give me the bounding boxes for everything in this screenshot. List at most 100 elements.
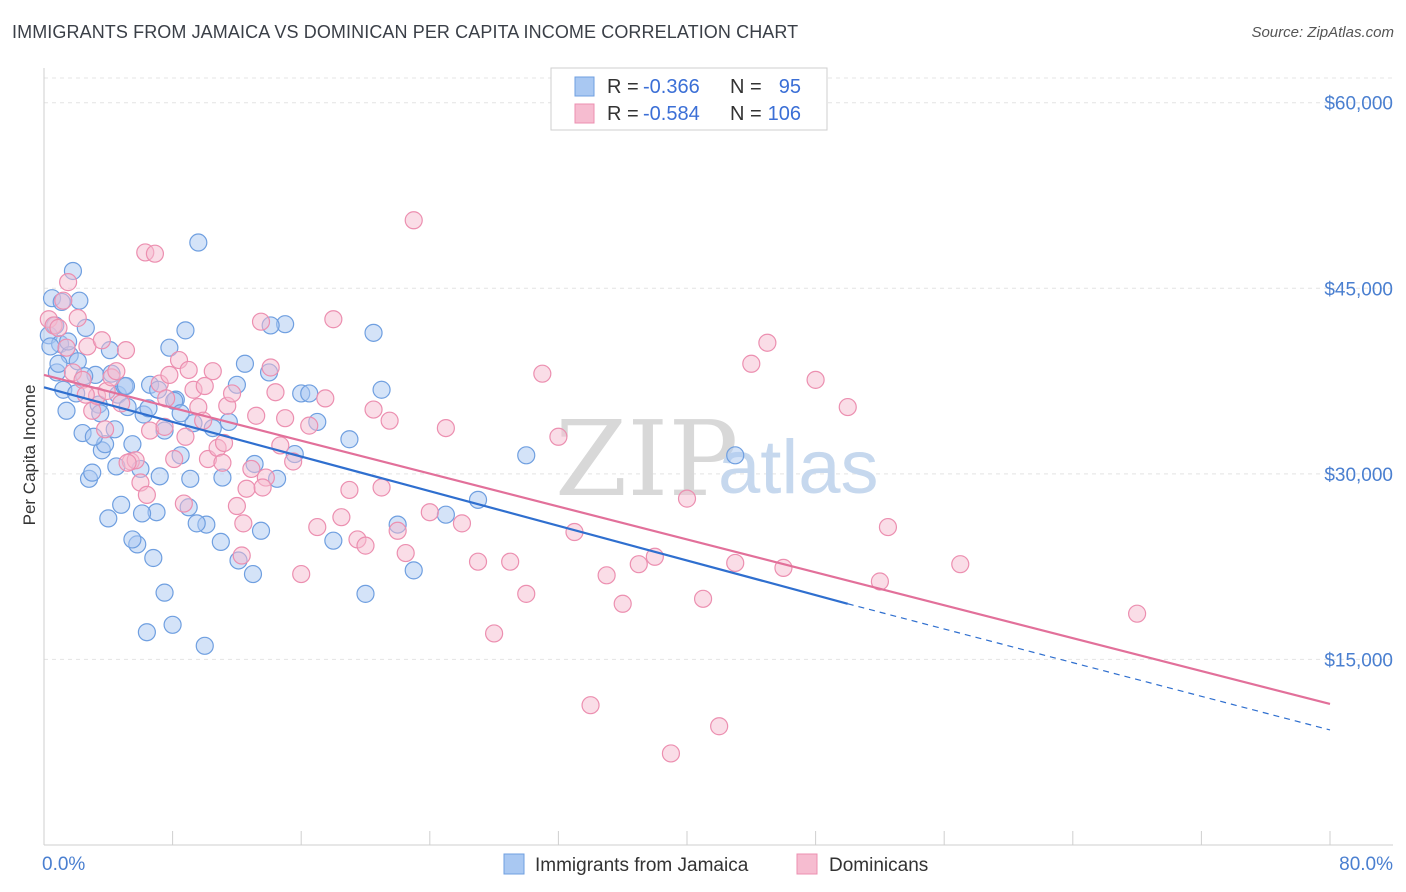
dominicans-point-46 <box>261 358 280 377</box>
dominicans-point-50 <box>284 452 303 471</box>
legend: Immigrants from Jamaica Dominicans <box>503 853 928 876</box>
watermark-zip: ZIP <box>555 398 738 520</box>
y-tick-label-2: $45,000 <box>1324 279 1393 300</box>
dominicans-point-77 <box>597 566 616 585</box>
x-tick-label-min: 0.0% <box>42 854 85 875</box>
dominicans-point-70 <box>485 624 504 643</box>
jamaica-point-63 <box>372 380 391 399</box>
jamaica-point-93 <box>49 354 68 373</box>
jamaica-point-30 <box>137 623 156 642</box>
dominicans-point-91 <box>870 572 890 591</box>
jamaica-point-43 <box>189 233 208 252</box>
stats-r-value-2: -0.584 <box>643 103 700 125</box>
jamaica-point-66 <box>436 505 455 524</box>
stats-r-label-2: R = <box>607 103 639 125</box>
jamaica-point-32 <box>144 548 163 568</box>
jamaica-point-78 <box>181 469 200 488</box>
dominicans-point-55 <box>324 310 343 329</box>
dominicans-point-16 <box>116 341 136 360</box>
stats-box: R = -0.366 N = 95 R = -0.584 N = 106 <box>550 67 828 131</box>
dominicans-point-72 <box>517 584 536 603</box>
dominicans-point-93 <box>951 555 970 574</box>
dominicans-point-95 <box>57 338 76 357</box>
jamaica-point-59 <box>324 531 343 550</box>
legend-swatch-dominicans <box>796 853 818 875</box>
dominicans-point-38 <box>222 384 242 403</box>
dominicans-point-104 <box>234 514 253 533</box>
dominicans-point-36 <box>213 453 232 472</box>
jamaica-point-19 <box>99 509 118 528</box>
legend-label-dominicans: Dominicans <box>829 855 928 876</box>
jamaica-point-51 <box>251 521 271 540</box>
dominicans-point-34 <box>203 362 222 381</box>
dominicans-point-87 <box>758 333 777 352</box>
dominicans-point-24 <box>155 417 174 436</box>
stats-swatch-dominicans <box>574 103 595 124</box>
y-tick-labels: $15,000 $30,000 $45,000 $60,000 <box>1324 94 1393 672</box>
dominicans-point-49 <box>276 409 295 428</box>
stats-n-value-1: 95 <box>779 76 801 98</box>
dominicans-point-29 <box>179 360 198 380</box>
dominicans-point-99 <box>137 485 156 505</box>
dominicans-point-71 <box>501 552 520 571</box>
dominicans-point-67 <box>436 418 455 438</box>
dominicans-point-84 <box>710 717 729 736</box>
dominicans-point-79 <box>629 555 648 574</box>
jamaica-point-75 <box>132 504 152 523</box>
trend-lines <box>43 373 1331 731</box>
dominicans-point-97 <box>95 420 115 439</box>
dominicans-point-65 <box>404 211 423 230</box>
stats-r-value-1: -0.366 <box>643 76 700 98</box>
dominicans-point-6 <box>68 308 87 328</box>
jamaica-point-94 <box>41 337 60 356</box>
jamaica-point-87 <box>123 530 142 549</box>
dominicans-point-92 <box>878 517 898 537</box>
jamaica-point-37 <box>163 615 182 634</box>
trendline-jamaica <box>43 386 849 605</box>
dominicans-point-68 <box>452 514 472 533</box>
dominicans-point-54 <box>316 389 335 408</box>
jamaica-point-44 <box>195 636 214 655</box>
y-tick-label-0: $15,000 <box>1324 650 1393 671</box>
dominicans-point-11 <box>92 331 111 350</box>
dominicans-point-66 <box>420 503 439 522</box>
dominicans-point-74 <box>549 427 568 446</box>
jamaica-point-57 <box>300 384 319 403</box>
axes <box>43 68 1393 846</box>
dominicans-point-94 <box>1127 604 1147 623</box>
dominicans-point-53 <box>308 517 327 537</box>
dominicans-point-62 <box>380 411 399 430</box>
dominicans-point-90 <box>838 397 857 417</box>
jamaica-point-50 <box>243 564 263 584</box>
dominicans-point-102 <box>195 376 214 396</box>
jamaica-point-36 <box>160 338 179 357</box>
jamaica-point-74 <box>116 376 136 396</box>
dominicans-point-14 <box>107 362 126 381</box>
jamaica-point-10 <box>70 291 89 310</box>
jamaica-point-88 <box>139 399 158 418</box>
dominicans-point-76 <box>581 696 600 715</box>
dominicans-point-57 <box>340 480 359 500</box>
legend-swatch-jamaica <box>503 853 525 875</box>
jamaica-point-46 <box>211 532 230 552</box>
dominicans-point-69 <box>468 552 488 571</box>
jamaica-point-61 <box>356 584 375 603</box>
dominicans-point-44 <box>251 312 271 331</box>
dominicans-point-82 <box>677 489 697 508</box>
dominicans-point-56 <box>332 508 351 527</box>
dominicans-point-78 <box>613 594 632 613</box>
jamaica-point-65 <box>404 561 423 580</box>
dominicans-point-85 <box>726 553 745 573</box>
stats-n-label-1: N = <box>730 76 762 98</box>
jamaica-point-40 <box>176 321 195 340</box>
jamaica-point-6 <box>57 401 76 420</box>
dominicans-point-41 <box>237 479 256 498</box>
dominicans-point-4 <box>59 273 78 292</box>
dominicans-point-83 <box>693 589 713 608</box>
jamaica-point-26 <box>123 435 142 454</box>
stats-n-label-2: N = <box>730 103 762 125</box>
chart-source: Source: ZipAtlas.com <box>1251 24 1394 41</box>
series-dominicans-points <box>39 211 1147 763</box>
dominicans-point-89 <box>806 370 825 389</box>
dominicans-point-42 <box>242 459 261 479</box>
